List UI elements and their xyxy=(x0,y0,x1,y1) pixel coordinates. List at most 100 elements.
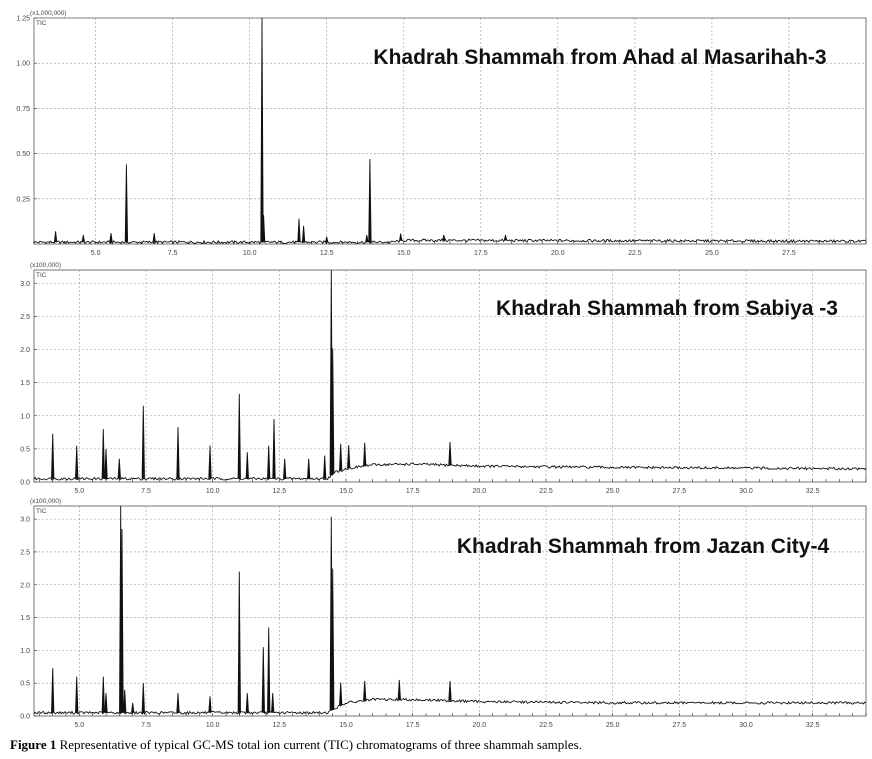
chromatogram-peak xyxy=(124,164,129,243)
x-tick-label: 15.0 xyxy=(397,250,411,257)
chromatogram-peak xyxy=(123,689,127,713)
chromatogram-peak xyxy=(109,233,113,243)
x-tick-label: 25.0 xyxy=(705,250,719,257)
chromatogram-peak xyxy=(271,692,275,713)
chart-panel-2: 5.0 7.5 10.0 12.5 15.0 17.5 20.0 22.5 25.0 27.5 30… xyxy=(20,262,867,495)
x-tick-label: 10.0 xyxy=(243,250,257,257)
chromatogram-peak xyxy=(331,568,335,710)
x-tick-label: 12.5 xyxy=(273,488,287,495)
chart-panel-3: 5.0 7.5 10.0 12.5 15.0 17.5 20.0 22.5 25.0 27.5 30… xyxy=(20,498,867,729)
y-tick-label: 2.0 xyxy=(20,347,30,354)
chromatogram-peak xyxy=(448,680,452,701)
chromatogram-peak xyxy=(325,236,329,243)
x-tick-label: 20.0 xyxy=(473,488,487,495)
chromatogram-peak xyxy=(131,702,135,713)
chromatogram-peak xyxy=(260,17,264,243)
chromatogram-peak xyxy=(176,692,180,713)
chromatogram-peak xyxy=(339,682,343,706)
x-tick-label: 25.0 xyxy=(606,488,620,495)
y-tick-label: 0.25 xyxy=(16,196,30,203)
chromatogram-peak xyxy=(104,692,108,713)
x-tick-label: 25.0 xyxy=(606,722,620,729)
chromatogram-peak xyxy=(448,441,452,466)
y-scale-label: (x1,000,000) xyxy=(30,10,67,17)
figure-label: Figure 1 xyxy=(10,737,57,752)
x-tick-label: 7.5 xyxy=(141,722,151,729)
y-tick-label: 0.50 xyxy=(16,151,30,158)
x-tick-label: 22.5 xyxy=(628,250,642,257)
chromatogram-peak xyxy=(307,458,311,479)
chromatogram-peak xyxy=(323,455,327,479)
y-tick-label: 0.5 xyxy=(20,446,30,453)
x-tick-label: 22.5 xyxy=(539,488,553,495)
chromatogram-peak xyxy=(442,234,446,241)
x-tick-label: 27.5 xyxy=(782,250,796,257)
chromatogram-peak xyxy=(141,683,145,713)
chromatogram-peak xyxy=(75,445,79,479)
y-scale-label: (x100,000) xyxy=(30,262,61,269)
x-tick-label: 5.0 xyxy=(91,250,101,257)
chromatogram-peak xyxy=(267,627,271,713)
y-tick-label: 1.25 xyxy=(16,16,30,23)
chromatogram-peak xyxy=(81,234,85,243)
chromatogram-peak xyxy=(272,419,276,479)
chromatogram-peak xyxy=(399,233,403,241)
x-tick-label: 7.5 xyxy=(168,250,178,257)
x-tick-label: 5.0 xyxy=(74,488,84,495)
y-tick-label: 2.0 xyxy=(20,582,30,589)
chromatogram-peak xyxy=(51,433,55,479)
chromatogram-peak xyxy=(283,458,287,479)
chart-title: Khadrah Shammah from Ahad al Masarihah-3 xyxy=(373,46,826,69)
y-tick-label: 0.5 xyxy=(20,681,30,688)
chromatogram-peak xyxy=(101,676,105,713)
chart-title: Khadrah Shammah from Jazan City-4 xyxy=(457,535,830,558)
chromatogram-peak xyxy=(101,428,105,479)
y-tick-label: 1.0 xyxy=(20,648,30,655)
x-tick-label: 20.0 xyxy=(551,250,565,257)
chromatogram-peak xyxy=(339,443,343,471)
chromatogram-peak xyxy=(347,445,351,469)
chromatogram-peak xyxy=(331,348,335,475)
trace-label: TIC xyxy=(36,272,47,279)
chromatogram-peak xyxy=(53,231,58,243)
x-tick-label: 12.5 xyxy=(320,250,334,257)
chromatogram-peak xyxy=(261,647,265,713)
y-tick-label: 3.0 xyxy=(20,517,30,524)
chromatogram-peak xyxy=(365,234,369,243)
chart-title: Khadrah Shammah from Sabiya -3 xyxy=(496,297,838,320)
trace-label: TIC xyxy=(36,20,47,27)
chromatogram-peak xyxy=(397,679,401,700)
chromatogram-peak xyxy=(141,405,145,479)
chromatogram-peak xyxy=(104,448,108,479)
x-tick-label: 17.5 xyxy=(406,488,420,495)
chromatogram-peak xyxy=(117,458,121,479)
tic-baseline-trace xyxy=(33,697,867,715)
chromatogram-peak xyxy=(261,215,266,243)
y-tick-label: 1.00 xyxy=(16,61,30,68)
chromatogram-peak xyxy=(152,233,156,243)
x-tick-label: 15.0 xyxy=(339,722,353,729)
x-tick-label: 5.0 xyxy=(74,722,84,729)
chromatogram-peak xyxy=(503,235,508,241)
chromatogram-peak xyxy=(301,225,306,243)
chromatogram-peak xyxy=(245,692,249,713)
figure-caption: Figure 1 Representative of typical GC-MS… xyxy=(10,737,582,753)
chromatogram-peak xyxy=(75,676,79,713)
x-tick-label: 22.5 xyxy=(539,722,553,729)
chromatogram-peak xyxy=(120,528,124,713)
chromatogram-peak xyxy=(237,571,241,713)
x-tick-label: 7.5 xyxy=(141,488,151,495)
chromatogram-peak xyxy=(363,680,367,701)
chart-panel-1: 5.0 7.5 10.0 12.5 15.0 17.5 20.0 22.5 25.0 27.5 0.… xyxy=(16,10,867,257)
y-tick-label: 2.5 xyxy=(20,314,30,321)
y-tick-label: 0.0 xyxy=(20,714,30,721)
chromatogram-figure: 5.0 7.5 10.0 12.5 15.0 17.5 20.0 22.5 25.0 27.5 0.… xyxy=(16,10,867,729)
y-tick-label: 0.75 xyxy=(16,106,30,113)
x-tick-label: 27.5 xyxy=(673,488,687,495)
y-tick-label: 3.0 xyxy=(20,281,30,288)
x-tick-label: 17.5 xyxy=(474,250,488,257)
y-tick-label: 0.0 xyxy=(20,480,30,487)
x-tick-label: 30.0 xyxy=(739,722,753,729)
x-tick-label: 17.5 xyxy=(406,722,420,729)
chromatogram-peak xyxy=(208,445,212,479)
